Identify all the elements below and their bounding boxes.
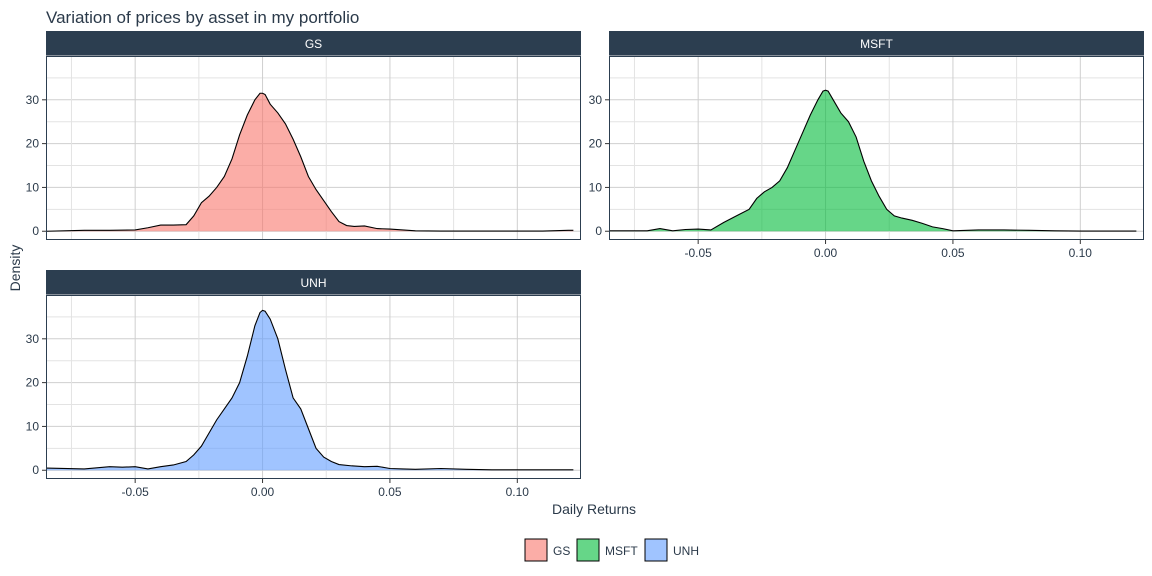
x-tick-label: 0.10 bbox=[1069, 246, 1093, 260]
y-tick-label: 20 bbox=[26, 137, 40, 151]
panel-border bbox=[46, 295, 581, 479]
x-tick-label: -0.05 bbox=[684, 246, 712, 260]
facet-strip-label: UNH bbox=[301, 276, 327, 290]
y-tick-label: 20 bbox=[26, 376, 40, 390]
density-area-unh bbox=[46, 310, 574, 471]
y-tick-label: 10 bbox=[26, 419, 40, 433]
x-tick-label: -0.05 bbox=[121, 485, 149, 499]
facet-strip-label: GS bbox=[305, 37, 322, 51]
panel-msft: MSFT 0 10 20 30 -0.05 0.00 0.05 0.10 bbox=[589, 31, 1144, 260]
legend-swatch bbox=[644, 538, 668, 562]
y-tick-label: 0 bbox=[32, 463, 39, 477]
x-tick-label: 0.00 bbox=[251, 485, 275, 499]
panel-unh: UNH 0 10 20 30 -0.05 0.00 0.05 0.10 bbox=[26, 270, 581, 499]
facet-strip bbox=[46, 270, 581, 295]
legend-item-msft: MSFT bbox=[576, 538, 638, 562]
y-tick-label: 0 bbox=[595, 224, 602, 238]
facet-strip bbox=[609, 31, 1144, 56]
density-area-gs bbox=[46, 93, 574, 232]
chart-title: Variation of prices by asset in my portf… bbox=[46, 8, 359, 27]
legend-item-unh: UNH bbox=[644, 538, 699, 562]
x-tick-label: 0.05 bbox=[378, 485, 402, 499]
density-line-gs bbox=[45, 92, 574, 232]
y-tick-label: 30 bbox=[26, 332, 40, 346]
panel-border bbox=[609, 56, 1144, 240]
legend-swatch bbox=[524, 538, 548, 562]
legend-item-gs: GS bbox=[524, 538, 570, 562]
density-area-msft bbox=[609, 90, 1137, 232]
facet-strip bbox=[46, 31, 581, 56]
x-tick-label: 0.05 bbox=[941, 246, 965, 260]
x-tick-label: 0.10 bbox=[506, 485, 530, 499]
density-line-unh bbox=[45, 309, 574, 471]
legend-label: GS bbox=[553, 544, 570, 558]
panel-gs: GS 0 10 20 30 bbox=[26, 31, 581, 240]
y-tick-label: 10 bbox=[589, 180, 603, 194]
y-axis-title: Density bbox=[7, 245, 23, 292]
y-tick-label: 10 bbox=[26, 180, 40, 194]
legend-swatch bbox=[576, 538, 600, 562]
panel-border bbox=[46, 56, 581, 240]
y-tick-label: 0 bbox=[32, 224, 39, 238]
legend: GS MSFT UNH bbox=[524, 538, 699, 562]
x-axis-title: Daily Returns bbox=[552, 501, 636, 517]
y-tick-label: 20 bbox=[589, 137, 603, 151]
legend-label: MSFT bbox=[605, 544, 638, 558]
facet-strip-label: MSFT bbox=[860, 37, 893, 51]
y-tick-label: 30 bbox=[26, 93, 40, 107]
y-tick-label: 30 bbox=[589, 93, 603, 107]
legend-label: UNH bbox=[673, 544, 699, 558]
x-tick-label: 0.00 bbox=[814, 246, 838, 260]
density-line-msft bbox=[609, 89, 1137, 232]
